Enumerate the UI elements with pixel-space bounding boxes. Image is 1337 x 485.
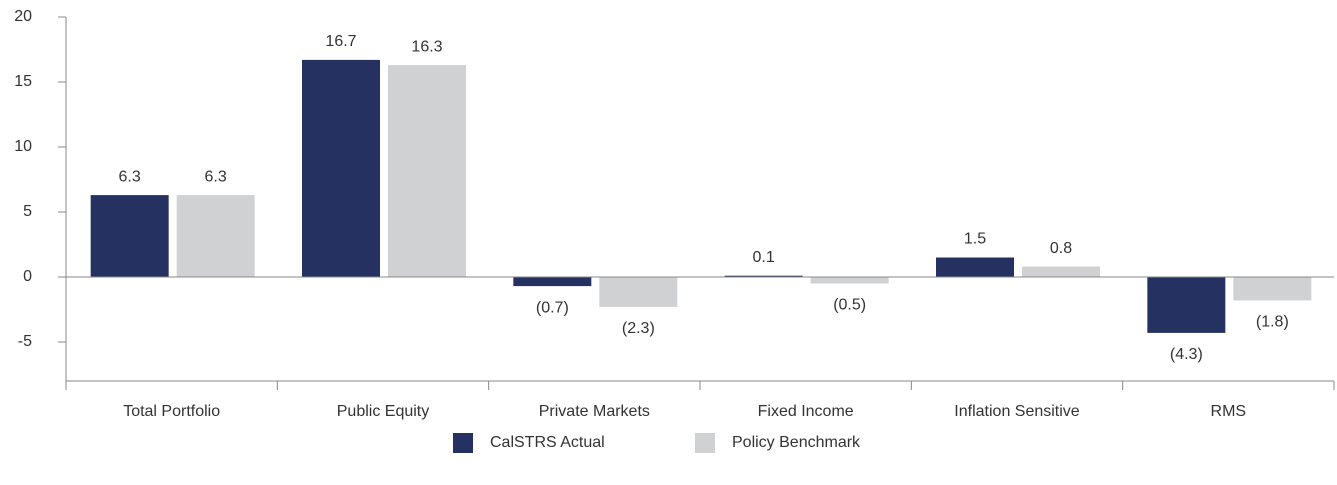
legend-swatch [453,433,473,453]
bar [513,277,592,287]
data-label: 1.5 [964,231,986,248]
data-label: (2.3) [622,320,655,337]
bar [302,59,380,278]
bar [810,277,889,284]
data-label: 16.7 [325,33,356,50]
y-tick-label: 5 [23,203,32,220]
bar [1233,277,1312,301]
x-tick-label: Fixed Income [758,403,854,420]
y-tick-label: 0 [23,268,32,285]
data-label: (0.5) [833,297,866,314]
bar [1022,266,1100,277]
data-label: 16.3 [411,38,442,55]
y-tick-label: 10 [14,138,32,155]
y-tick-label: 20 [14,8,32,25]
x-tick-label: Inflation Sensitive [954,403,1080,420]
bar [388,65,466,277]
x-tick-label: Total Portfolio [123,403,220,420]
bar [936,257,1014,277]
bar [1147,277,1226,333]
data-label: 0.1 [753,249,775,266]
x-tick-label: RMS [1211,403,1247,420]
legend-swatch [695,433,715,453]
y-tick-label: 15 [14,73,32,90]
y-tick-label: -5 [18,333,32,350]
legend-label: CalSTRS Actual [490,434,605,451]
data-label: 6.3 [119,168,141,185]
bar [599,277,678,307]
data-label: 6.3 [205,168,227,185]
bar [176,195,255,277]
bar [724,275,803,277]
x-tick-label: Private Markets [539,403,650,420]
data-label: 0.8 [1050,240,1072,257]
data-label: (4.3) [1170,346,1203,363]
bar [90,195,169,277]
data-label: (1.8) [1256,314,1289,331]
x-tick-label: Public Equity [337,403,430,420]
legend-label: Policy Benchmark [732,434,861,451]
data-label: (0.7) [536,299,569,316]
